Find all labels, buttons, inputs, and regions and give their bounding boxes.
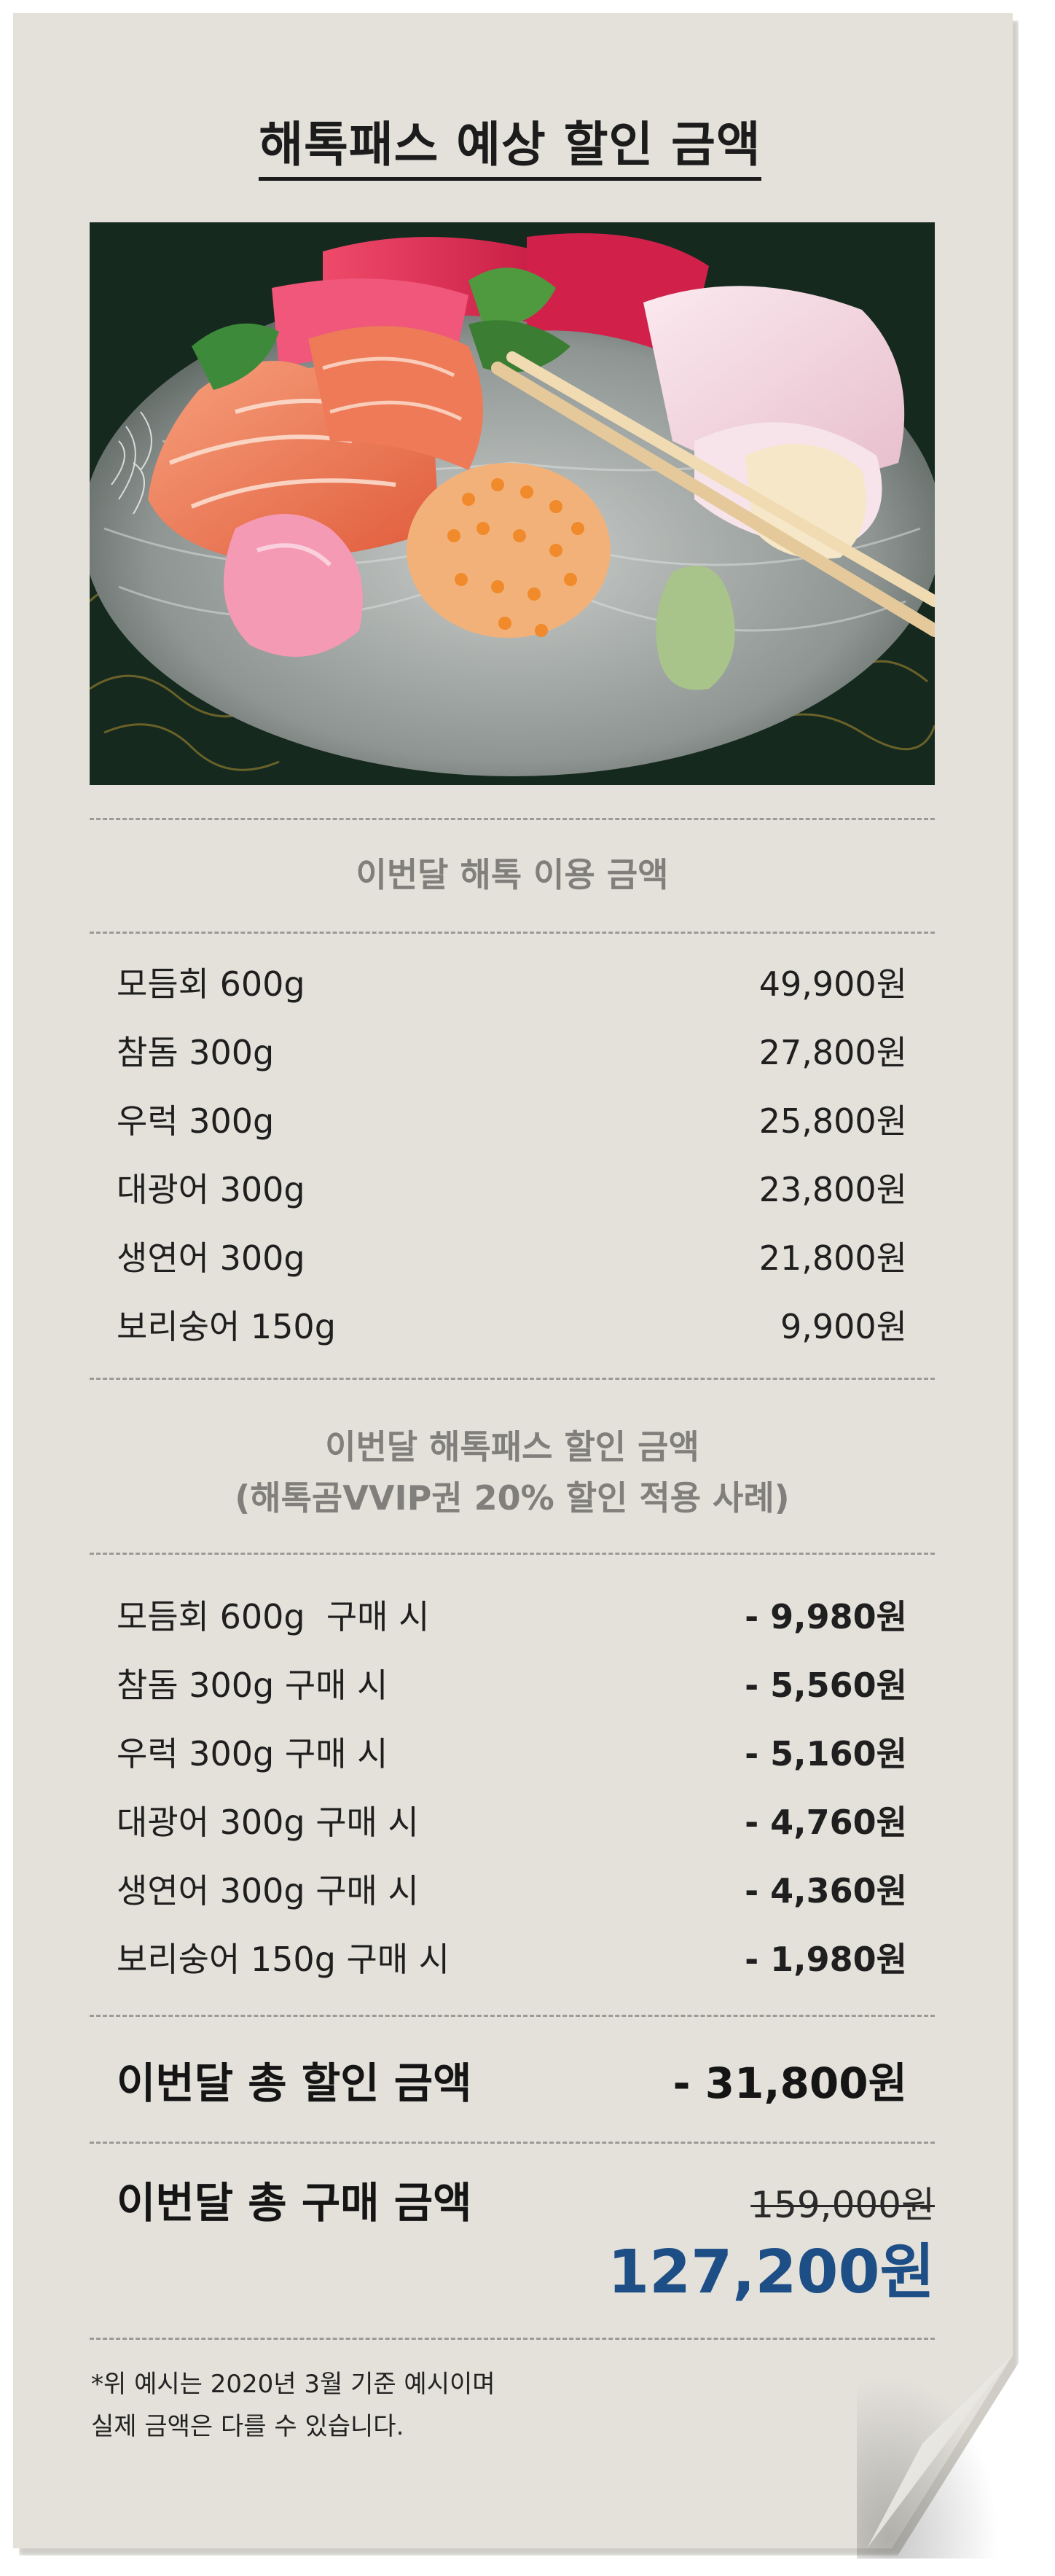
discount-item-amount: - 4,760원 [745, 1803, 907, 1842]
usage-row: 참돔 300g 27,800원 [117, 1025, 907, 1076]
discount-heading-line1: 이번달 해톡패스 할인 금액 [325, 1427, 699, 1467]
discount-item-amount: - 4,360원 [745, 1871, 907, 1910]
usage-item-name: 생연어 300g [117, 1238, 305, 1278]
total-purchase-label: 이번달 총 구매 금액 [117, 2178, 472, 2228]
divider [90, 2142, 935, 2144]
final-price: 127,200원 [608, 2238, 935, 2307]
usage-row: 대광어 300g 23,800원 [117, 1162, 907, 1213]
total-discount-row: 이번달 총 할인 금액 - 31,800원 [117, 2047, 907, 2112]
sashimi-photo [90, 222, 935, 785]
usage-item-name: 우럭 300g [117, 1101, 275, 1141]
usage-item-amount: 49,900원 [758, 964, 907, 1004]
usage-row: 모듬회 600g 49,900원 [117, 956, 907, 1007]
usage-item-amount: 21,800원 [758, 1238, 907, 1278]
discount-item-name: 생연어 300g 구매 시 [117, 1871, 419, 1910]
divider [90, 818, 935, 820]
discount-row: 생연어 300g 구매 시 - 4,360원 [117, 1863, 907, 1914]
total-purchase-row: 이번달 총 구매 금액 [117, 2166, 627, 2232]
discount-row: 모듬회 600g 구매 시 - 9,980원 [117, 1589, 907, 1640]
discount-item-amount: - 5,560원 [745, 1666, 907, 1705]
discount-row: 보리숭어 150g 구매 시 - 1,980원 [117, 1932, 907, 1983]
original-price: 159,000원 [750, 2184, 935, 2226]
divider [90, 2015, 935, 2017]
discount-item-amount: - 1,980원 [745, 1940, 907, 1979]
discount-row: 대광어 300g 구매 시 - 4,760원 [117, 1795, 907, 1846]
discount-item-name: 대광어 300g 구매 시 [117, 1803, 419, 1842]
sashimi-platter-illustration [90, 222, 935, 785]
usage-item-name: 모듬회 600g [117, 964, 305, 1004]
divider [90, 1553, 935, 1555]
page-title: 해톡패스 예상 할인 금액 [0, 106, 1020, 181]
discount-item-name: 보리숭어 150g 구매 시 [117, 1940, 450, 1979]
usage-item-amount: 23,800원 [758, 1170, 907, 1209]
footnote-line1: *위 예시는 2020년 3월 기준 예시이며 [91, 2370, 495, 2399]
footnote-line2: 실제 금액은 다를 수 있습니다. [91, 2412, 404, 2441]
discount-item-amount: - 5,160원 [745, 1734, 907, 1773]
divider [90, 2338, 935, 2340]
divider [90, 932, 935, 934]
usage-row: 우럭 300g 25,800원 [117, 1093, 907, 1144]
usage-row: 보리숭어 150g 9,900원 [117, 1299, 907, 1350]
divider [90, 1378, 935, 1380]
usage-item-name: 참돔 300g [117, 1033, 275, 1072]
usage-item-name: 대광어 300g [117, 1170, 305, 1209]
discount-item-name: 우럭 300g 구매 시 [117, 1734, 388, 1773]
total-discount-label: 이번달 총 할인 금액 [117, 2058, 472, 2108]
discount-item-name: 모듬회 600g 구매 시 [117, 1597, 430, 1636]
discount-row: 참돔 300g 구매 시 - 5,560원 [117, 1658, 907, 1709]
total-discount-amount: - 31,800원 [672, 2058, 907, 2108]
discount-heading-line2: (해톡곰VVIP권 20% 할인 적용 사례) [235, 1478, 790, 1518]
discount-item-name: 참돔 300g 구매 시 [117, 1666, 388, 1705]
usage-item-name: 보리숭어 150g [117, 1307, 336, 1346]
discount-row: 우럭 300g 구매 시 - 5,160원 [117, 1726, 907, 1777]
discount-item-amount: - 9,980원 [745, 1597, 907, 1636]
usage-item-amount: 25,800원 [758, 1101, 907, 1141]
usage-row: 생연어 300g 21,800원 [117, 1230, 907, 1281]
usage-item-amount: 9,900원 [780, 1307, 907, 1346]
page-title-text: 해톡패스 예상 할인 금액 [259, 117, 761, 181]
usage-heading: 이번달 해톡 이용 금액 [356, 855, 669, 894]
usage-item-amount: 27,800원 [758, 1033, 907, 1072]
